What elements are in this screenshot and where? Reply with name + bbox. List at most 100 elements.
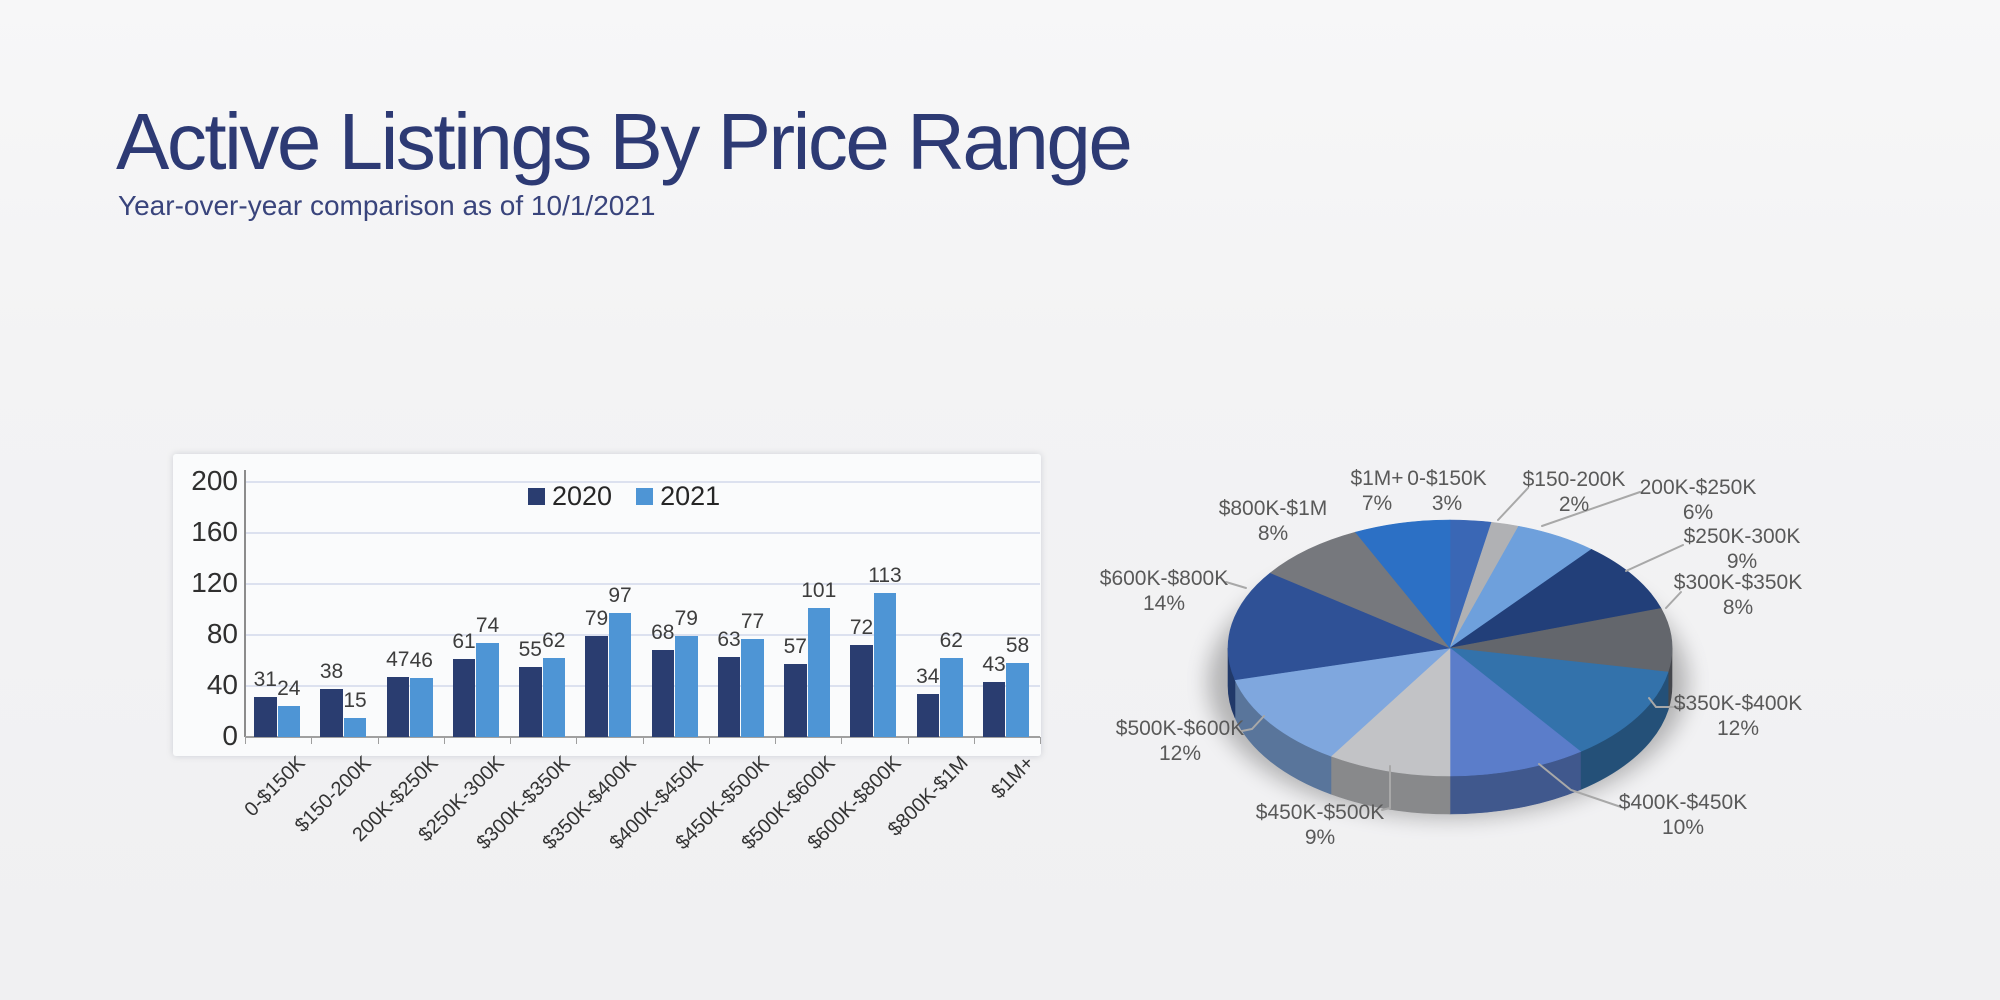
bar-2020 [519, 666, 542, 737]
bar-2020 [784, 664, 807, 737]
pie-slice [1269, 531, 1451, 649]
x-axis-tickmark [510, 737, 511, 744]
x-axis-tickmark [642, 737, 644, 744]
bar-value-label: 31 [253, 668, 277, 692]
bar-2020 [585, 636, 608, 737]
x-axis-tickmark [377, 737, 379, 744]
pie-label-name: $450K-$500K [1256, 801, 1384, 824]
x-axis-tickmark [907, 737, 909, 744]
pie-label-value: 9% [1305, 826, 1335, 849]
gridline [245, 583, 1040, 585]
y-axis-tick-label: 200 [191, 465, 238, 496]
bar-value-label: 46 [409, 649, 433, 673]
pie-label-name: $400K-$450K [1619, 791, 1747, 814]
x-axis-tickmark [1040, 737, 1041, 744]
pie-leader-line [1665, 591, 1682, 609]
bar-value-label: 57 [783, 635, 807, 659]
bar-value-label: 55 [518, 637, 542, 661]
legend-swatch-2021 [636, 488, 654, 505]
page-subtitle: Year-over-year comparison as of 10/1/202… [118, 190, 656, 221]
x-axis-tickmark [311, 737, 313, 744]
x-axis-tickmark [973, 737, 975, 744]
pie-label-name: $300K-$350K [1674, 571, 1802, 594]
pie-label-value: 10% [1662, 816, 1704, 839]
pie-leader-line [1225, 581, 1247, 589]
bar-2021 [410, 678, 433, 737]
pie-label-value: 12% [1717, 717, 1759, 740]
bar-value-label: 72 [849, 616, 874, 640]
y-axis-tick-label: 160 [191, 516, 238, 547]
pie-slice-label: $400K-$450K 10% [1619, 791, 1747, 839]
pie-label-name: $1M+ [1350, 467, 1403, 490]
pie-slice-label: $150-200K 2% [1523, 468, 1626, 516]
pie-label-name: $800K-$1M [1219, 497, 1328, 520]
bar-chart-legend: 2020 2021 [528, 481, 744, 512]
pie-leader-line [1381, 765, 1391, 811]
pie-slice-label: $1M+ 7% [1350, 467, 1403, 515]
pie-label-name: $250K-300K [1684, 525, 1801, 548]
bar-value-label: 47 [386, 648, 410, 672]
bar-2021 [277, 706, 300, 737]
pie-slice [1234, 647, 1451, 757]
pie-label-value: 14% [1143, 592, 1185, 615]
pie-label-name: $150-200K [1523, 468, 1626, 491]
pie-slice-label: $800K-$1M 8% [1219, 497, 1328, 545]
pie-leader-line [1625, 544, 1684, 572]
bar-2021 [1006, 663, 1029, 737]
pie-slice-label: $250K-300K 9% [1684, 525, 1801, 573]
bar-2021 [343, 717, 367, 737]
y-axis-tick-label: 80 [206, 618, 238, 649]
pie-slice [1330, 647, 1451, 777]
bar-value-label: 15 [343, 688, 367, 712]
bar-value-label: 97 [608, 584, 632, 608]
pie-label-value: 12% [1159, 742, 1201, 765]
pie-slice-label: $450K-$500K 9% [1256, 801, 1384, 849]
bar-2020 [850, 645, 873, 737]
bar-2021 [675, 636, 698, 737]
pie-leader-line [1497, 487, 1529, 521]
y-axis-tick-label: 40 [206, 669, 238, 700]
bar-value-label: 24 [277, 677, 301, 701]
pie-label-name: 0-$150K [1407, 467, 1486, 490]
x-axis-tickmark [841, 737, 843, 744]
bar-2021 [542, 657, 565, 737]
page-title: Active Listings By Price Range [116, 97, 1133, 186]
bar-2021 [476, 642, 499, 737]
pie-slice-label: $600K-$800K 14% [1100, 567, 1228, 615]
legend-label-2020: 2020 [552, 481, 613, 511]
bar-value-label: 79 [584, 607, 609, 631]
gridline [245, 481, 1040, 483]
pie-label-value: 9% [1727, 550, 1757, 573]
pie-label-name: 200K-$250K [1640, 476, 1757, 499]
pie-slice-label: $350K-$400K 12% [1674, 692, 1802, 740]
bar-2021 [608, 613, 632, 737]
legend-swatch-2020 [528, 488, 545, 505]
pie-label-value: 7% [1362, 492, 1392, 515]
bar-2020 [651, 650, 674, 737]
pie-slice [1354, 519, 1451, 649]
bar-value-label: 74 [475, 613, 500, 637]
pie-slice [1449, 549, 1662, 649]
bar-2020 [320, 688, 343, 737]
bar-2020 [452, 659, 476, 737]
pie-slice-label: 0-$150K 3% [1407, 467, 1486, 515]
pie-label-value: 6% [1683, 501, 1713, 524]
pie-label-name: $500K-$600K [1116, 717, 1244, 740]
pie-leader-line [1648, 697, 1684, 708]
gridline [245, 685, 1040, 687]
y-axis-tick-label: 120 [191, 567, 238, 598]
pie-label-name: $600K-$800K [1100, 567, 1228, 590]
bar-value-label: 68 [651, 621, 675, 645]
pie-slice [1449, 647, 1582, 777]
pie-label-value: 8% [1723, 596, 1753, 619]
x-axis-tickmark [576, 737, 578, 744]
pie-slice [1448, 647, 1669, 752]
gridline [245, 634, 1040, 636]
bar-2020 [254, 697, 277, 737]
bar-value-label: 62 [542, 628, 566, 652]
bar-value-label: 77 [740, 609, 765, 633]
pie-slice-label: $300K-$350K 8% [1674, 571, 1802, 619]
bar-value-label: 61 [452, 630, 476, 654]
bar-2021 [807, 608, 830, 737]
